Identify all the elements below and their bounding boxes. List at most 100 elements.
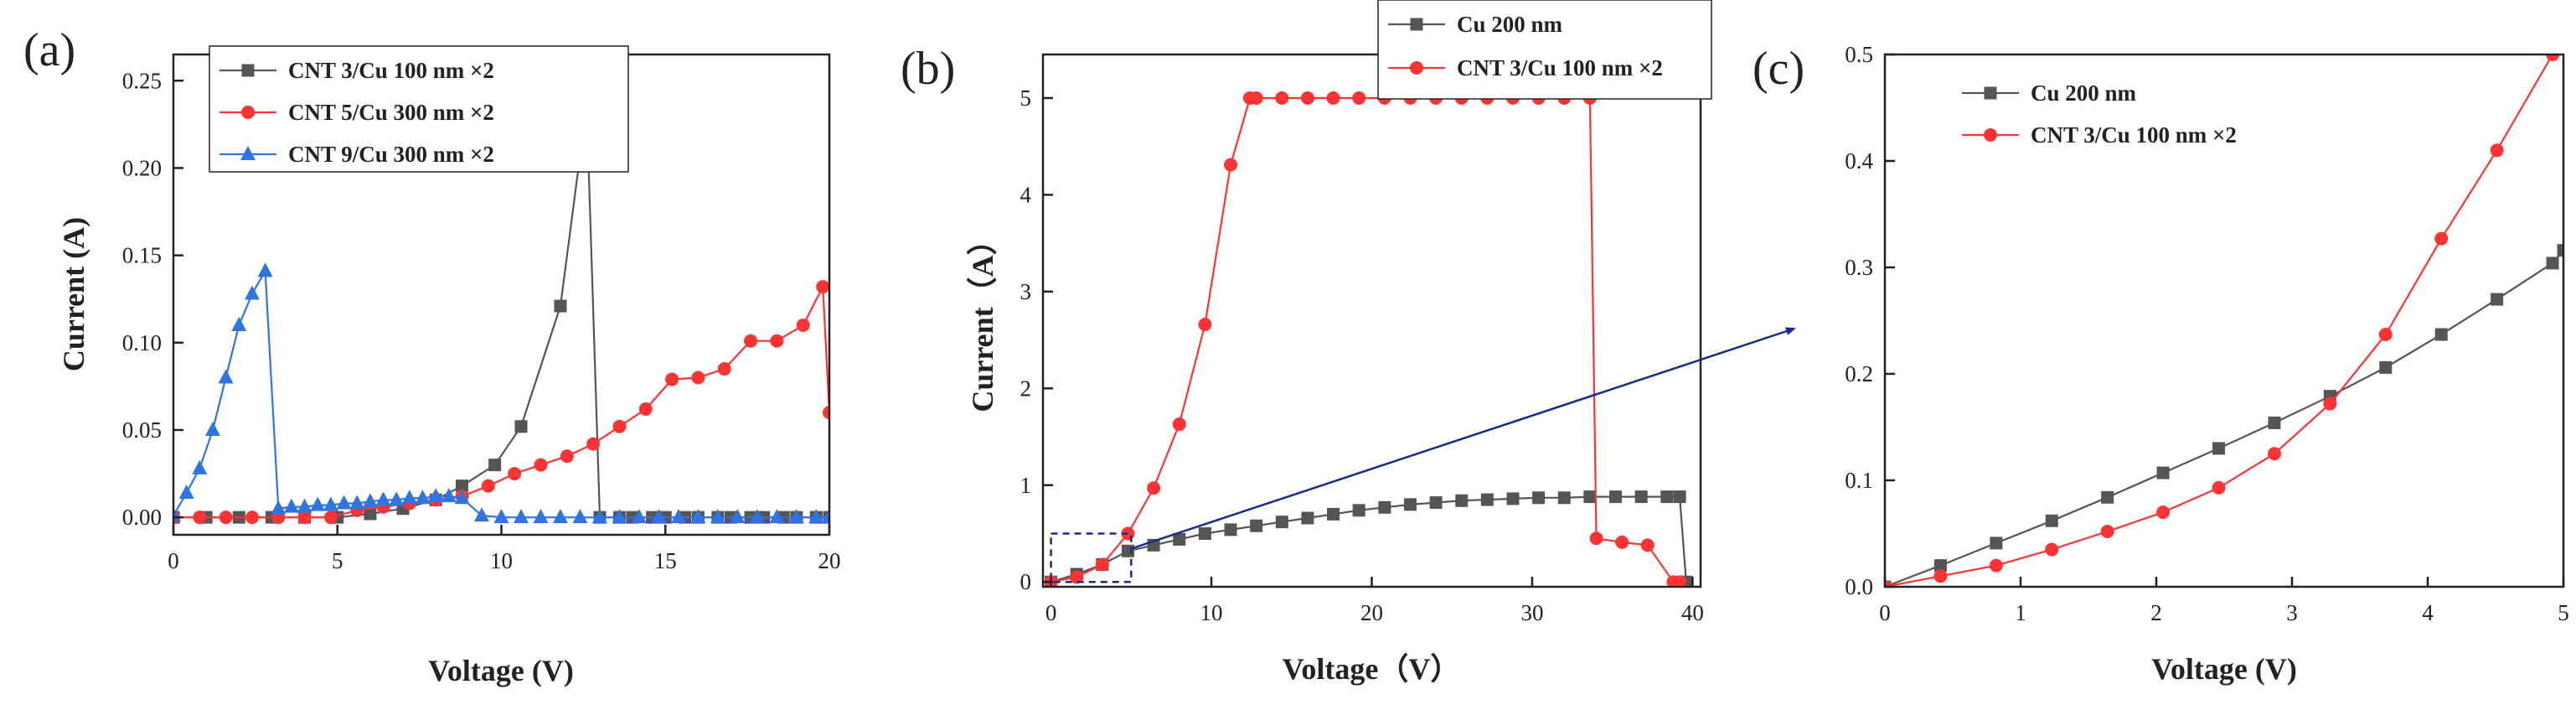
- data-point-s0-7: [2268, 416, 2281, 429]
- data-point-s2-19: [415, 490, 431, 505]
- data-point-s0-10: [1301, 511, 1314, 525]
- legend-entry-2: CNT 9/Cu 300 nm ×2: [288, 142, 494, 167]
- legend: Cu 200 nm CNT 3/Cu 100 nm ×2: [1377, 0, 1712, 100]
- data-point-s1-7: [2267, 447, 2281, 461]
- legend: Cu 200 nm CNT 3/Cu 100 nm ×2: [1962, 80, 2237, 148]
- data-point-s1-3: [2045, 542, 2059, 557]
- data-point-s2-9: [283, 498, 299, 513]
- data-point-s2-13: [336, 495, 352, 510]
- y-axis-label: Current（A）: [966, 225, 999, 412]
- data-point-s2-27: [552, 509, 568, 524]
- data-point-s0-12: [2546, 257, 2559, 270]
- data-point-s2-22: [454, 490, 470, 505]
- y-tick-label: 0: [1020, 569, 1032, 594]
- series-line-1: [1051, 96, 1680, 583]
- x-tick-label: 20: [1360, 600, 1383, 625]
- data-point-s2-1: [178, 484, 194, 499]
- data-point-s2-8: [271, 500, 287, 515]
- y-tick-label: 0.0: [1845, 574, 1873, 599]
- data-point-s2-6: [244, 285, 260, 300]
- data-point-s0-1: [1933, 559, 1947, 573]
- data-point-s1-26: [823, 406, 829, 420]
- data-point-s2-36: [730, 509, 746, 524]
- data-point-s1-4: [1147, 481, 1161, 495]
- legend-marker-0: [241, 64, 255, 77]
- data-point-s1-1: [1933, 569, 1948, 583]
- y-tick-label: 0.20: [122, 155, 162, 180]
- data-point-s0-6: [2212, 442, 2226, 455]
- data-point-s0-3: [1121, 544, 1134, 557]
- series-group: [1044, 91, 1693, 587]
- data-point-s0-19: [1532, 491, 1546, 505]
- x-tick-label: 2: [2150, 600, 2162, 625]
- data-point-s2-12: [323, 496, 338, 511]
- data-point-s1-23: [1589, 531, 1603, 546]
- data-point-s0-9: [2379, 360, 2393, 374]
- data-point-s2-40: [808, 509, 824, 524]
- data-point-s0-16: [1455, 494, 1469, 507]
- data-point-s0-6: [1198, 527, 1211, 540]
- data-point-s1-20: [691, 371, 705, 385]
- data-point-s1-6: [323, 510, 338, 525]
- legend-entry-1: CNT 3/Cu 100 nm ×2: [1457, 55, 1663, 80]
- data-point-s2-29: [591, 509, 607, 524]
- y-tick-label: 0.15: [122, 243, 162, 268]
- data-point-s2-5: [231, 316, 247, 331]
- data-point-s2-2: [192, 459, 208, 474]
- data-point-s2-10: [297, 498, 312, 513]
- data-point-s1-11: [2490, 143, 2504, 158]
- zoom-annotation: [1050, 327, 1796, 583]
- panel-a: 0 5 10 15 20 0.00 0.05 0.10 0.15 0.20 0.25 (a) Volta…: [23, 24, 841, 687]
- y-tick-label: 0.1: [1845, 468, 1873, 493]
- data-point-s0-12: [554, 299, 567, 313]
- data-point-s2-16: [375, 491, 391, 506]
- data-point-s2-17: [389, 491, 405, 506]
- data-point-s0-11: [1327, 507, 1340, 521]
- data-point-s2-38: [769, 509, 785, 524]
- y-tick-label: 5: [1020, 86, 1032, 111]
- x-tick-label: 1: [2015, 600, 2026, 625]
- data-point-s1-6: [2212, 480, 2226, 495]
- x-tick-label: 4: [2422, 600, 2434, 625]
- panel-c: 0 1 2 3 4 5 0.0 0.1 0.2 0.3 0.4 0.5 (c) Voltage (V) Cu…: [1753, 42, 2569, 686]
- data-point-s1-2: [1989, 558, 2003, 573]
- data-point-s2-32: [651, 509, 667, 524]
- plot-frame: [1041, 53, 1702, 588]
- data-point-s1-1: [1070, 570, 1084, 584]
- x-tick-label: 10: [490, 548, 513, 573]
- panel-label: (b): [901, 43, 955, 95]
- legend: CNT 3/Cu 100 nm ×2 CNT 5/Cu 300 nm ×2 CNT …: [209, 45, 629, 173]
- data-point-s0-13: [1378, 500, 1391, 514]
- data-point-s0-13: [2557, 244, 2563, 257]
- legend-marker-1: [1984, 128, 1997, 142]
- data-point-s1-16: [586, 437, 601, 451]
- data-point-s2-3: [204, 421, 220, 436]
- data-point-s1-13: [508, 467, 522, 481]
- data-point-s1-15: [560, 449, 574, 464]
- data-point-s1-5: [1172, 417, 1186, 432]
- x-tick-label: 30: [1520, 600, 1543, 625]
- data-point-s2-7: [257, 262, 273, 277]
- data-point-s1-7: [1224, 158, 1238, 172]
- data-point-s1-27: [1673, 575, 1687, 587]
- data-point-s0-25: [1673, 490, 1686, 504]
- y-tick-label: 0.5: [1845, 42, 1873, 67]
- data-point-s0-11: [2491, 293, 2504, 306]
- data-point-s1-8: [2323, 396, 2337, 411]
- data-point-s1-25: [816, 280, 829, 294]
- y-tick-label: 1: [1020, 473, 1032, 498]
- legend-marker-2: [240, 146, 256, 160]
- data-point-s1-12: [481, 479, 495, 493]
- x-tick-label: 0: [1879, 600, 1891, 625]
- y-tick-label: 0.25: [122, 68, 162, 93]
- zoom-arrow: [1130, 327, 1796, 550]
- data-point-s1-23: [770, 334, 784, 348]
- data-point-s2-26: [533, 509, 549, 524]
- data-point-s0-3: [2045, 514, 2058, 527]
- data-point-s1-18: [638, 402, 653, 416]
- y-tick-label: 0.00: [122, 505, 162, 530]
- plot-frame: [1883, 53, 2565, 588]
- data-point-s1-4: [2100, 524, 2114, 538]
- x-tick-label: 3: [2286, 600, 2298, 625]
